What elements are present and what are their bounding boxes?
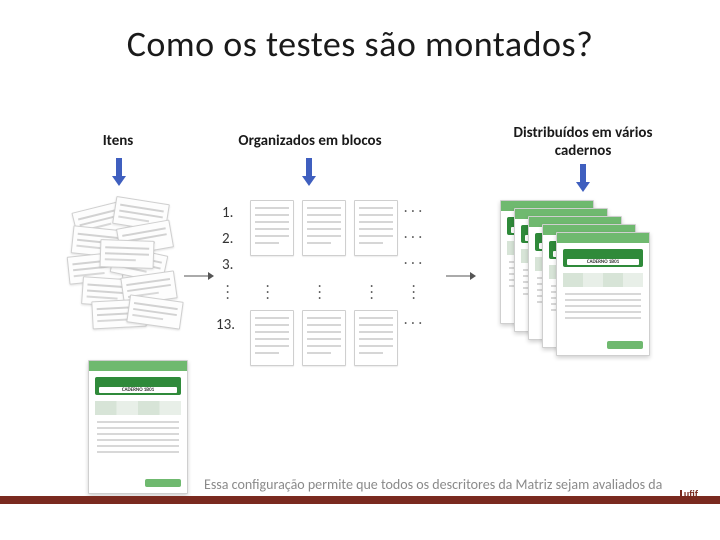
blocks-column: 1. 2. 3. ··· 13. ··· ··· ··· ··· ··· ···… (220, 200, 440, 370)
footer-area (0, 504, 720, 540)
logo-badge: ufjf (680, 487, 698, 500)
horizontal-ellipsis-icon: ··· (404, 204, 426, 219)
vertical-ellipsis-icon: ··· (412, 284, 415, 302)
block-sheet (250, 310, 294, 366)
single-booklet-preview: CADERNO 1B01 (88, 360, 186, 492)
block-sheet (354, 310, 398, 366)
slide-root: Como os testes são montados? Itens Organ… (0, 0, 720, 540)
booklet: CADERNO 1B01 (556, 232, 650, 356)
horizontal-ellipsis-icon: ··· (404, 230, 426, 245)
block-sheet (302, 200, 346, 256)
right-arrow-icon (184, 268, 214, 280)
vertical-ellipsis-icon: ··· (266, 284, 269, 302)
block-sheet (354, 200, 398, 256)
col-heading-blocos: Organizados em blocos (210, 132, 410, 150)
item-scrap (100, 239, 155, 269)
horizontal-ellipsis-icon: ··· (404, 256, 426, 271)
vertical-ellipsis-icon: ··· (370, 284, 373, 302)
down-arrow-icon (112, 158, 126, 186)
block-number: 3. (222, 256, 233, 274)
slide-title: Como os testes são montados? (0, 22, 720, 66)
down-arrow-icon (302, 158, 316, 186)
vertical-ellipsis-icon: ··· (226, 284, 229, 302)
vertical-ellipsis-icon: ··· (318, 284, 321, 302)
block-sheet (250, 200, 294, 256)
right-arrow-icon (446, 268, 476, 280)
block-number: 2. (222, 230, 233, 248)
block-number: 1. (222, 204, 233, 222)
horizontal-ellipsis-icon: ··· (404, 316, 426, 331)
booklet-label: CADERNO 1B01 (99, 387, 177, 393)
block-number: 13. (216, 316, 235, 334)
item-pile (70, 200, 180, 340)
col-heading-cadernos: Distribuídos em vários cadernos (488, 124, 678, 160)
bottom-accent-bar (0, 496, 720, 504)
col-heading-itens: Itens (78, 132, 158, 150)
booklet-stack: CADERNO 1B01CADERNO 1B01CADERNO 1B01CADE… (500, 200, 660, 360)
down-arrow-icon (576, 164, 590, 192)
block-sheet (302, 310, 346, 366)
